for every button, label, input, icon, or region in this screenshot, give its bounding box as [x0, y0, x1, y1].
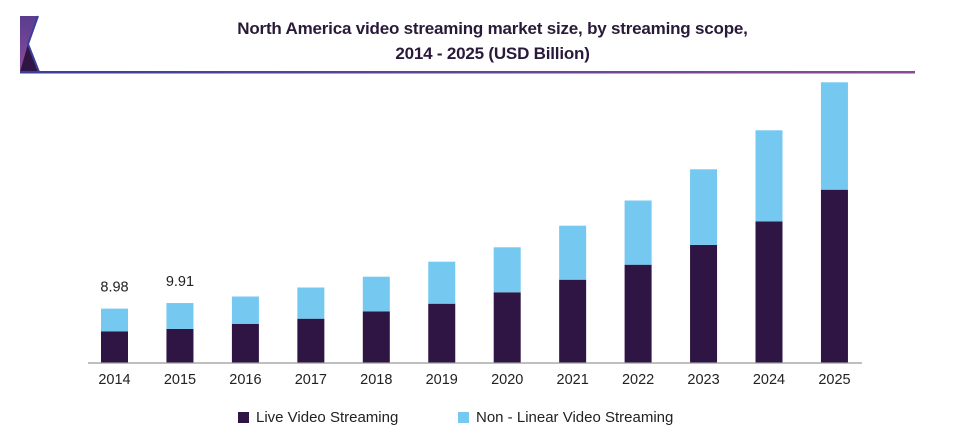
- legend-swatch-nonlinear: [458, 412, 469, 423]
- data-label-2014: 8.98: [100, 280, 128, 296]
- bar-nonlinear-2017: [297, 287, 325, 319]
- bar-live-2014: [101, 331, 128, 363]
- bar-live-2015: [166, 328, 194, 363]
- bar-live-2016: [231, 323, 259, 363]
- x-tick-label-2016: 2016: [229, 372, 261, 388]
- title-underline: [20, 71, 915, 74]
- chart-title-line-1: North America video streaming market siz…: [237, 19, 748, 38]
- bar-live-2022: [624, 264, 652, 363]
- x-tick-label-2014: 2014: [98, 372, 130, 388]
- bar-live-2019: [428, 303, 456, 363]
- bar-nonlinear-2022: [624, 200, 652, 265]
- x-tick-label-2023: 2023: [687, 372, 719, 388]
- logo-icon: [20, 15, 40, 73]
- x-tick-label-2017: 2017: [295, 372, 327, 388]
- chart-title-line-2: 2014 - 2025 (USD Billion): [395, 44, 590, 63]
- bar-nonlinear-2025: [820, 82, 848, 190]
- bar-nonlinear-2018: [362, 276, 390, 312]
- legend-label-live: Live Video Streaming: [256, 409, 399, 426]
- x-tick-label-2025: 2025: [818, 372, 850, 388]
- data-label-2015: 9.91: [166, 274, 194, 290]
- bar-nonlinear-2014: [101, 308, 128, 332]
- bar-nonlinear-2015: [166, 303, 194, 329]
- x-tick-label-2019: 2019: [426, 372, 458, 388]
- bar-nonlinear-2019: [428, 261, 456, 304]
- x-tick-label-2020: 2020: [491, 372, 523, 388]
- legend-swatch-live: [238, 412, 249, 423]
- legend-label-nonlinear: Non - Linear Video Streaming: [476, 409, 674, 426]
- bar-live-2018: [362, 311, 390, 363]
- x-tick-label-2024: 2024: [753, 372, 785, 388]
- bar-live-2017: [297, 318, 325, 363]
- bar-live-2025: [820, 189, 848, 363]
- legend-item-live: Live Video Streaming: [238, 409, 398, 426]
- x-tick-label-2015: 2015: [164, 372, 196, 388]
- bar-nonlinear-2021: [559, 225, 587, 280]
- bar-nonlinear-2016: [231, 296, 259, 324]
- bar-nonlinear-2020: [493, 247, 521, 293]
- bar-nonlinear-2024: [755, 130, 783, 222]
- bar-live-2020: [493, 292, 521, 363]
- bar-live-2021: [559, 279, 587, 363]
- bar-nonlinear-2023: [690, 169, 718, 245]
- legend-item-nonlinear: Non - Linear Video Streaming: [458, 409, 673, 426]
- x-tick-label-2021: 2021: [557, 372, 589, 388]
- bar-live-2023: [690, 244, 718, 363]
- x-tick-label-2022: 2022: [622, 372, 654, 388]
- bar-live-2024: [755, 221, 783, 363]
- x-tick-label-2018: 2018: [360, 372, 392, 388]
